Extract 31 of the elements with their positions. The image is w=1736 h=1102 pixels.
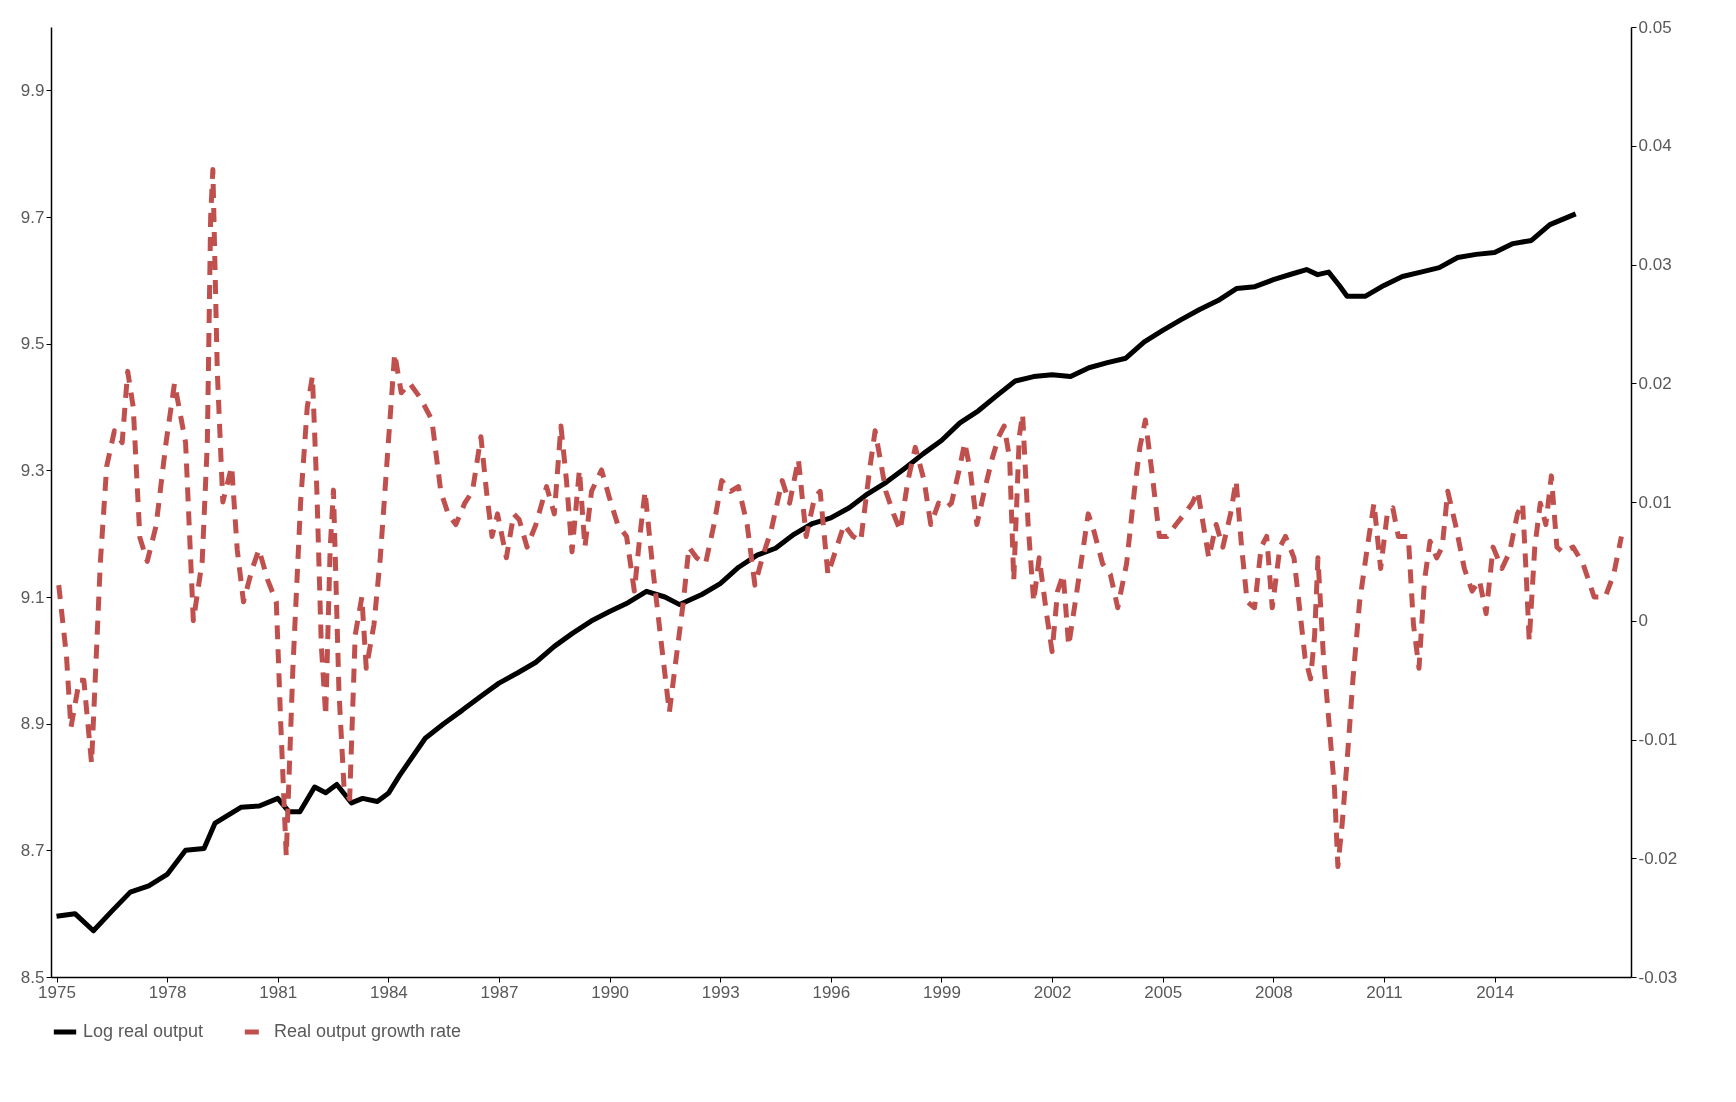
x-tick-label: 1987	[480, 982, 519, 1002]
y-tick-label: 9.1	[20, 587, 45, 607]
y-tick-label: 9.3	[20, 460, 45, 480]
x-tick-label: 2011	[1366, 982, 1403, 1002]
x-tick-label: 2014	[1476, 982, 1514, 1002]
y2-tick-label: -0.03	[1638, 967, 1678, 987]
y2-tick-label: 0.03	[1638, 255, 1672, 274]
x-tick-label: 2005	[1144, 982, 1183, 1002]
y2-tick-label: 0	[1638, 611, 1648, 631]
legend-label: Real output growth rate	[274, 1021, 462, 1041]
x-tick-label: 1981	[259, 982, 298, 1002]
x-tick-label: 1993	[701, 982, 740, 1002]
y2-tick-label: 0.05	[1638, 17, 1672, 37]
y2-tick-label: 0.01	[1638, 492, 1672, 512]
y2-tick-label: -0.01	[1638, 730, 1678, 749]
x-tick-label: 2002	[1033, 982, 1072, 1002]
x-tick-label: 1996	[812, 982, 851, 1002]
x-tick-label: 1999	[923, 982, 961, 1002]
y-tick-label: 8.7	[20, 840, 45, 860]
x-tick-label: 1978	[148, 982, 187, 1002]
y2-tick-label: 0.02	[1638, 373, 1672, 393]
y2-tick-label: 0.04	[1638, 136, 1672, 156]
y-tick-label: 9.5	[20, 334, 45, 354]
y-tick-label: 9.7	[20, 207, 45, 227]
legend-label: Log real output	[83, 1021, 204, 1041]
x-tick-label: 1990	[591, 982, 630, 1002]
y-tick-label: 9.9	[20, 80, 45, 100]
y-tick-label: 8.9	[20, 714, 45, 734]
x-tick-label: 2008	[1254, 982, 1293, 1002]
x-tick-label: 1984	[369, 982, 408, 1002]
y2-tick-label: -0.02	[1638, 848, 1678, 868]
